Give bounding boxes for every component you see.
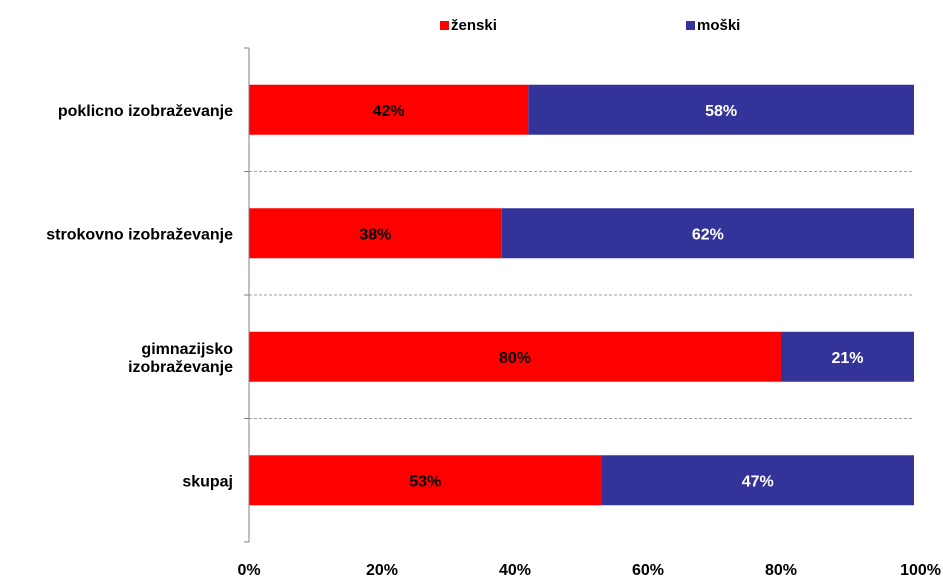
legend-label-1: moški bbox=[697, 17, 740, 34]
legend-label-0: ženski bbox=[451, 17, 497, 34]
bar-segment[interactable] bbox=[501, 208, 914, 259]
bar-value-label: 62% bbox=[692, 226, 724, 243]
x-tick-label: 100% bbox=[900, 562, 941, 579]
bar-value-label: 53% bbox=[409, 473, 441, 490]
x-tick-label: 60% bbox=[632, 562, 664, 579]
category-label: poklicno izobraževanje bbox=[58, 103, 233, 120]
bar-value-label: 42% bbox=[373, 103, 405, 120]
x-tick-label: 40% bbox=[499, 562, 531, 579]
bar-segment[interactable] bbox=[249, 208, 502, 259]
bar-value-label: 47% bbox=[742, 473, 774, 490]
x-tick-label: 80% bbox=[765, 562, 797, 579]
x-tick-label: 0% bbox=[237, 562, 260, 579]
bar-value-label: 38% bbox=[359, 226, 391, 243]
bar-segment[interactable] bbox=[528, 84, 914, 135]
legend-swatch-1 bbox=[686, 21, 695, 30]
bar-segment[interactable] bbox=[249, 331, 781, 382]
bar-segment[interactable] bbox=[601, 455, 914, 506]
category-label: skupaj bbox=[182, 473, 233, 490]
legend-swatch-0 bbox=[440, 21, 449, 30]
bar-value-label: 21% bbox=[831, 350, 863, 367]
category-label: izobraževanje bbox=[128, 359, 233, 376]
bar-value-label: 58% bbox=[705, 103, 737, 120]
category-label: gimnazijsko bbox=[141, 341, 233, 358]
category-label: strokovno izobraževanje bbox=[46, 226, 233, 243]
bar-value-label: 80% bbox=[499, 350, 531, 367]
bar-segment[interactable] bbox=[249, 84, 529, 135]
bar-segment[interactable] bbox=[249, 455, 602, 506]
x-tick-label: 20% bbox=[366, 562, 398, 579]
bar-segment[interactable] bbox=[781, 331, 914, 382]
